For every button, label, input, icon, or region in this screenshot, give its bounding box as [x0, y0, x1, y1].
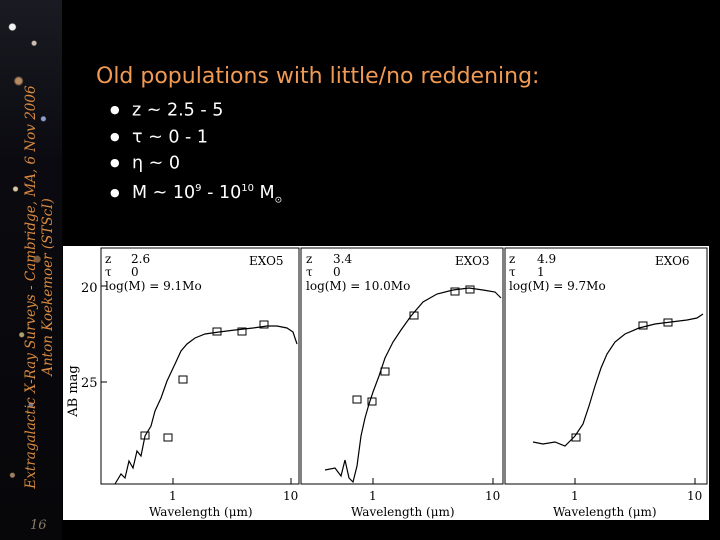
- bullet-text: τ ~ 0 - 1: [132, 126, 209, 147]
- tau-label: τ: [306, 265, 313, 279]
- mass-label: log(M) = 9.7Mo: [509, 279, 606, 293]
- data-point: [638, 321, 648, 330]
- x-axis-label: Wavelength (μm): [149, 505, 253, 519]
- y-axis-label: AB mag: [66, 365, 81, 417]
- tau-label: τ: [509, 265, 516, 279]
- bullet-dot-icon: ●: [110, 186, 120, 200]
- sun-symbol: ⊙: [274, 195, 283, 206]
- mass-mid: - 10: [201, 183, 242, 204]
- data-point: [178, 375, 188, 384]
- z-label: z: [509, 252, 515, 266]
- deep-field-image: [0, 0, 62, 540]
- bullet-item: ● τ ~ 0 - 1: [110, 124, 282, 151]
- sed-plot: AB mag 20 25 z 2.6 τ 0 log(M) = 9.1Mo EX…: [66, 247, 708, 519]
- data-point: [237, 327, 247, 336]
- bullet-list: ● z ~ 2.5 - 5 ● τ ~ 0 - 1 ● η ~ 0 ● M ~ 109 …: [110, 97, 283, 206]
- bullet-item: ● z ~ 2.5 - 5: [110, 97, 282, 124]
- x-tick-1: 1: [571, 489, 579, 503]
- panel-frame: [300, 247, 504, 485]
- bullet-item: ● η ~ 0: [110, 150, 282, 177]
- z-value: 3.4: [333, 252, 352, 266]
- bullet-dot-icon: ●: [110, 156, 120, 169]
- x-axis-label: Wavelength (μm): [553, 505, 657, 519]
- data-point: [380, 367, 390, 376]
- data-point: [571, 433, 581, 442]
- z-value: 4.9: [537, 252, 556, 266]
- bullet-text: η ~ 0: [132, 153, 181, 174]
- z-label: z: [306, 252, 312, 266]
- object-name: EXO6: [655, 254, 690, 268]
- object-name: EXO5: [249, 254, 284, 268]
- z-value: 2.6: [131, 252, 150, 266]
- bullet-text-mass: M ~ 109 - 1010 M⊙: [132, 183, 283, 206]
- data-point: [259, 320, 269, 329]
- panel-frame: [100, 247, 300, 485]
- mass-pre: M ~ 10: [132, 183, 196, 204]
- panel-frame: [504, 247, 708, 485]
- tau-value: 1: [537, 265, 545, 279]
- x-tick-1: 1: [169, 489, 177, 503]
- x-axis-label: Wavelength (μm): [351, 505, 455, 519]
- sed-figure: AB mag 20 25 z 2.6 τ 0 log(M) = 9.1Mo EX…: [63, 246, 709, 520]
- page-number: 16: [30, 518, 47, 533]
- credit-line-2: Anton Koekemoer (STScI): [40, 198, 56, 376]
- y-tick-20: 20: [81, 281, 98, 296]
- tau-value: 0: [333, 265, 341, 279]
- mass-label: log(M) = 10.0Mo: [306, 279, 410, 293]
- data-point: [409, 311, 419, 320]
- z-label: z: [105, 252, 111, 266]
- data-point: [663, 318, 673, 327]
- bullet-text: z ~ 2.5 - 5: [132, 100, 224, 121]
- tau-label: τ: [105, 265, 112, 279]
- mass-exp-2: 10: [241, 183, 254, 195]
- data-point: [450, 287, 460, 296]
- panel-exo6: z 4.9 τ 1 log(M) = 9.7Mo EXO6 1 10 Wavel…: [504, 247, 708, 519]
- y-tick-25: 25: [81, 376, 98, 391]
- sed-curve: [532, 313, 704, 447]
- panel-exo3: z 3.4 τ 0 log(M) = 10.0Mo EXO3 1 10 Wave…: [300, 247, 504, 519]
- bullet-dot-icon: ●: [110, 129, 120, 143]
- slide-title: Old populations with little/no reddening…: [96, 64, 540, 89]
- x-tick-10: 10: [283, 489, 298, 503]
- mass-post: M: [253, 183, 275, 204]
- x-tick-10: 10: [687, 489, 702, 503]
- data-point: [367, 397, 377, 406]
- panel-exo5: z 2.6 τ 0 log(M) = 9.1Mo EXO5 1 10 Wavel…: [100, 247, 300, 519]
- mass-exp-1: 9: [195, 183, 202, 195]
- object-name: EXO3: [455, 254, 490, 268]
- data-point: [140, 431, 150, 440]
- data-point: [212, 327, 222, 336]
- data-point: [163, 433, 173, 442]
- tau-value: 0: [131, 265, 139, 279]
- bullet-dot-icon: ●: [110, 103, 120, 116]
- sed-curve: [114, 325, 298, 485]
- bullet-item: ● M ~ 109 - 1010 M⊙: [110, 177, 283, 206]
- data-point: [352, 395, 362, 404]
- x-tick-1: 1: [369, 489, 377, 503]
- conference-credit: Extragalactic X-Ray Surveys - Cambridge,…: [23, 27, 57, 540]
- sed-curve: [324, 287, 502, 484]
- credit-line-1: Extragalactic X-Ray Surveys - Cambridge,…: [23, 85, 39, 489]
- data-point: [465, 285, 475, 294]
- mass-label: log(M) = 9.1Mo: [105, 279, 202, 293]
- x-tick-10: 10: [485, 489, 500, 503]
- sidebar: Extragalactic X-Ray Surveys - Cambridge,…: [0, 0, 68, 540]
